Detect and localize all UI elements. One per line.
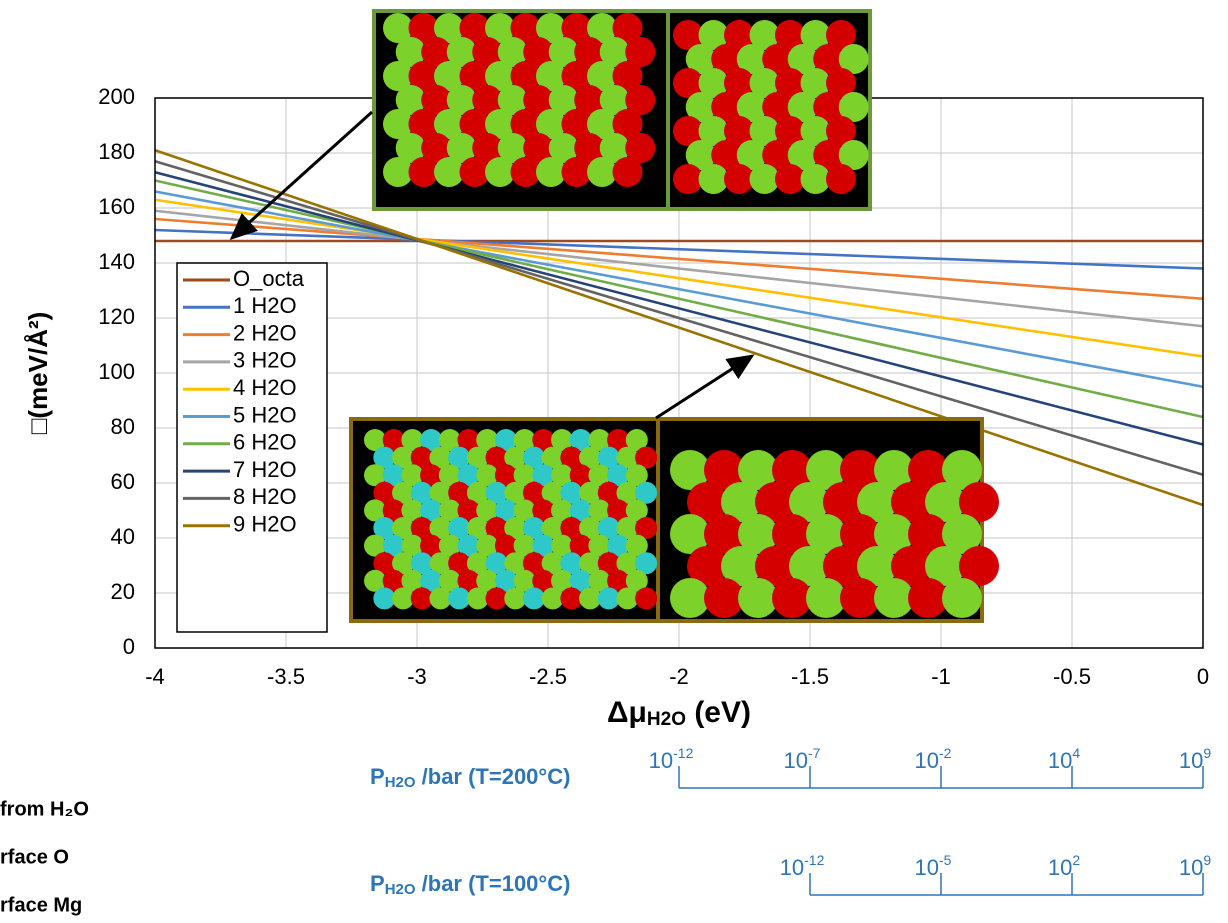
pressure-tick-label: 10-5	[915, 852, 952, 880]
pressure-label-sub: H2O	[385, 774, 416, 791]
pressure-tick-base: 10	[915, 855, 939, 880]
x-tick-label: -0.5	[1053, 664, 1091, 689]
pressure-tick-label: 104	[1048, 745, 1080, 773]
pressure-tick-exponent: 9	[1203, 852, 1211, 868]
pressure-tick-exponent: 4	[1072, 745, 1080, 761]
pressure-tick-base: 10	[915, 748, 939, 773]
side-note: rface O	[0, 846, 69, 868]
x-tick-label: 0	[1197, 664, 1209, 689]
x-tick-label: -2.5	[529, 664, 567, 689]
side-note: rface Mg	[0, 894, 82, 916]
inset-bottom	[351, 419, 999, 621]
y-tick-label: 0	[123, 634, 135, 659]
pressure-tick-base: 10	[780, 855, 804, 880]
legend-label: 9 H2O	[233, 512, 297, 537]
legend-label: 2 H2O	[233, 320, 297, 345]
pressure-tick-base: 10	[784, 748, 808, 773]
atom	[613, 157, 643, 187]
legend-label: 8 H2O	[233, 484, 297, 509]
pressure-label-rest: /bar (T=100°C)	[416, 871, 571, 896]
pressure-tick-exponent: -2	[939, 745, 952, 761]
pressure-tick-exponent: -12	[673, 745, 693, 761]
side-notes: from H₂O rface O rface Mg	[0, 798, 89, 916]
atoms	[383, 13, 869, 194]
y-tick-label: 120	[98, 304, 135, 329]
y-tick-label: 60	[111, 469, 135, 494]
pressure-tick-exponent: -5	[939, 852, 952, 868]
atom	[826, 164, 856, 194]
x-axis-label: ΔμH2O (eV)	[607, 696, 751, 730]
pressure-tick-exponent: 2	[1072, 852, 1080, 868]
pressure-tick-label: 10-12	[649, 745, 694, 773]
pressure-tick-label: 109	[1179, 745, 1211, 773]
legend-label: 5 H2O	[233, 402, 297, 427]
y-tick-label: 200	[98, 84, 135, 109]
y-tick-label: 160	[98, 194, 135, 219]
pressure-label-main: P	[370, 764, 385, 789]
atom	[942, 578, 982, 618]
pressure-tick-exponent: 9	[1203, 745, 1211, 761]
y-tick-label: 40	[111, 524, 135, 549]
pressure-tick-exponent: -12	[804, 852, 824, 868]
legend-label: 7 H2O	[233, 457, 297, 482]
x-label-sub: H2O	[647, 709, 686, 730]
pressure-axis-label: PH2O /bar (T=100°C)	[370, 871, 570, 898]
y-tick-label: 100	[98, 359, 135, 384]
legend-label: 4 H2O	[233, 375, 297, 400]
pressure-tick-base: 10	[1179, 748, 1203, 773]
pressure-tick-label: 10-12	[780, 852, 825, 880]
x-tick-label: -1.5	[791, 664, 829, 689]
inset-top	[374, 11, 870, 209]
legend-label: O_octa	[233, 266, 305, 291]
y-tick-label: 20	[111, 579, 135, 604]
pressure-label-main: P	[370, 871, 385, 896]
y-tick-label: 140	[98, 249, 135, 274]
atom	[635, 587, 657, 609]
legend: O_octa1 H2O2 H2O 3 H2O4 H2O5 H2O 6 H2O7 H2…	[177, 263, 327, 632]
pressure-tick-base: 10	[1179, 855, 1203, 880]
x-tick-label: -3.5	[267, 664, 305, 689]
x-label-main: Δμ	[607, 696, 647, 729]
pressure-tick-label: 10-2	[915, 745, 952, 773]
pressure-tick-label: 10-7	[784, 745, 821, 773]
pressure-axis-label: PH2O /bar (T=200°C)	[370, 764, 570, 791]
legend-label: 3 H2O	[233, 348, 297, 373]
pressure-scales: PH2O /bar (T=200°C)10-1210-710-2104109PH…	[370, 745, 1211, 898]
pressure-tick-label: 109	[1179, 852, 1211, 880]
y-tick-label: 180	[98, 139, 135, 164]
atoms	[364, 429, 999, 618]
chart: □(meV/Å²) ΔμH2O (eV) O_octa1 H2O2 H2O3 H…	[0, 0, 1228, 923]
pressure-tick-exponent: -7	[808, 745, 821, 761]
legend-label: 6 H2O	[233, 430, 297, 455]
y-tick-label: 80	[111, 414, 135, 439]
pressure-tick-base: 10	[649, 748, 673, 773]
side-note: from H₂O	[0, 798, 89, 820]
x-tick-label: -2	[669, 664, 689, 689]
pressure-label-rest: /bar (T=200°C)	[416, 764, 571, 789]
pressure-label-sub: H2O	[385, 881, 416, 898]
pressure-tick-label: 102	[1048, 852, 1080, 880]
x-label-unit: (eV)	[686, 696, 751, 729]
x-tick-label: -3	[407, 664, 427, 689]
pressure-tick-base: 10	[1048, 855, 1072, 880]
legend-label: 1 H2O	[233, 293, 297, 318]
arrow	[656, 356, 752, 418]
pressure-tick-base: 10	[1048, 748, 1072, 773]
x-tick-label: -4	[145, 664, 165, 689]
x-tick-label: -1	[931, 664, 951, 689]
y-axis-label: □(meV/Å²)	[23, 312, 53, 435]
